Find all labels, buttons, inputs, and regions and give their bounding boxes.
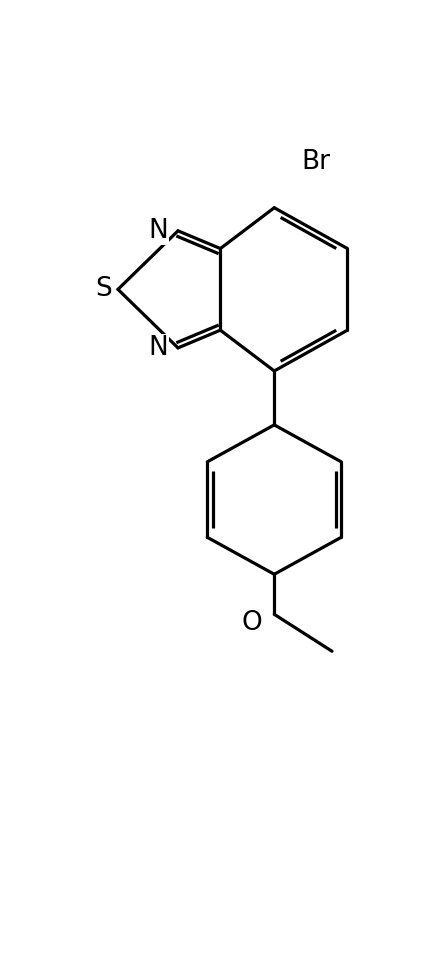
Text: O: O [242, 610, 263, 636]
Text: N: N [148, 218, 168, 244]
Text: S: S [96, 277, 112, 302]
Text: Br: Br [301, 149, 330, 174]
Text: N: N [148, 335, 168, 361]
